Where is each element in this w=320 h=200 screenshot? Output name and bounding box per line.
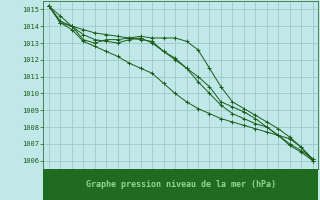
Text: Graphe pression niveau de la mer (hPa): Graphe pression niveau de la mer (hPa) [86, 180, 276, 189]
